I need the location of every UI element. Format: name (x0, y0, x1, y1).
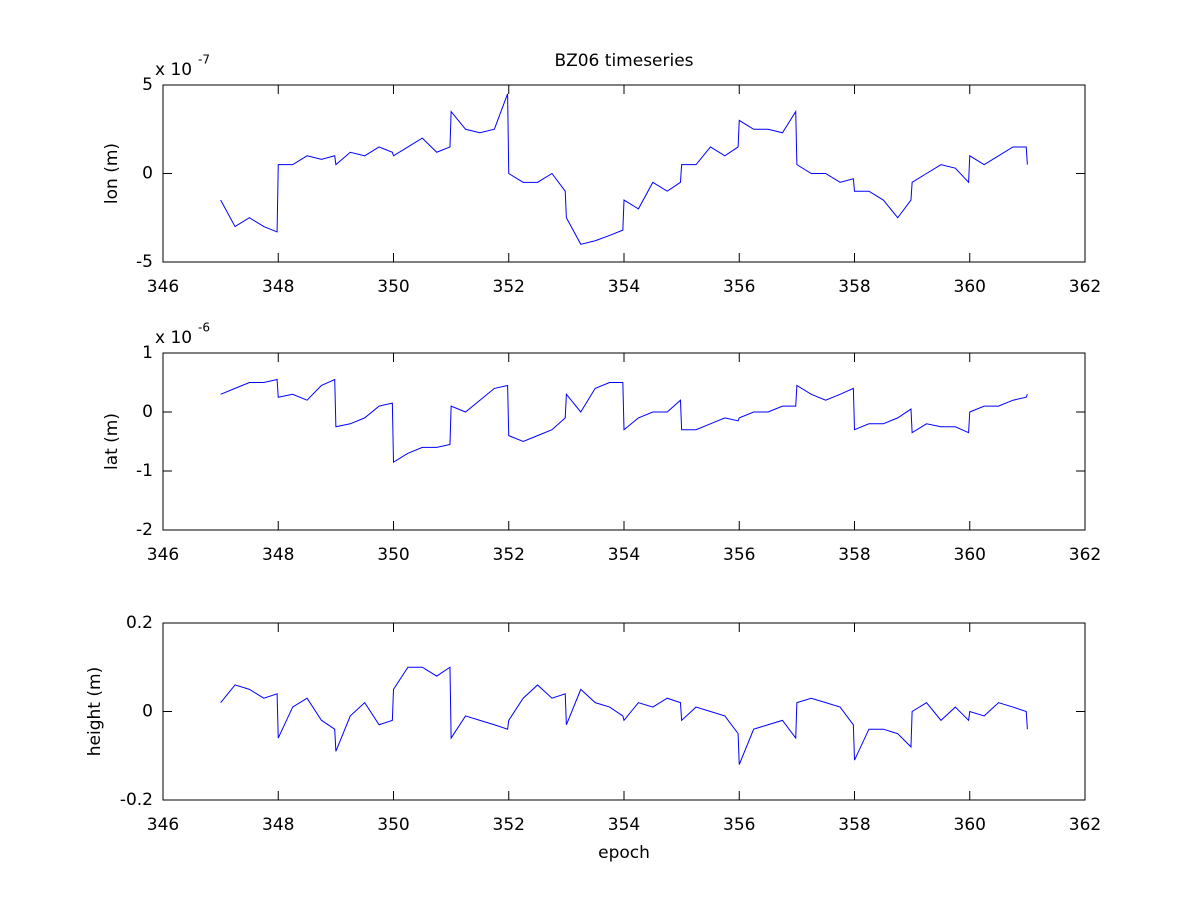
y-tick-label: 0 (142, 402, 153, 422)
y-tick-label: -5 (136, 252, 153, 272)
y-axis-label: lon (m) (102, 143, 122, 204)
x-tick-label: 348 (262, 815, 294, 835)
y-tick-label: 0 (142, 702, 153, 722)
x-tick-label: 360 (954, 815, 986, 835)
x-tick-label: 352 (493, 545, 525, 565)
y-axis-label: lat (m) (102, 413, 122, 470)
axes-background (163, 353, 1085, 530)
x-tick-label: 354 (608, 277, 640, 297)
x-axis-label: epoch (598, 843, 650, 863)
x-tick-label: 350 (377, 277, 409, 297)
chart-title: BZ06 timeseries (554, 51, 693, 71)
y-axis-label: height (m) (85, 667, 105, 756)
axes-background (163, 85, 1085, 262)
x-tick-label: 356 (723, 277, 755, 297)
axes-background (163, 623, 1085, 800)
y-tick-label: -0.2 (120, 790, 153, 810)
x-tick-label: 348 (262, 277, 294, 297)
x-tick-label: 346 (147, 277, 179, 297)
axis-exponent: -7 (198, 53, 210, 67)
x-tick-label: 356 (723, 545, 755, 565)
x-tick-label: 362 (1069, 815, 1101, 835)
data-line (220, 666, 1028, 765)
data-line (220, 93, 1028, 245)
y-tick-label: 0.2 (126, 613, 153, 633)
x-tick-label: 346 (147, 545, 179, 565)
x-tick-label: 348 (262, 545, 294, 565)
axis-exponent: -6 (198, 321, 210, 335)
y-tick-label: -2 (136, 520, 153, 540)
x-tick-label: 354 (608, 545, 640, 565)
x-tick-label: 352 (493, 277, 525, 297)
y-tick-label: -1 (136, 461, 153, 481)
x-tick-label: 358 (838, 545, 870, 565)
y-tick-label: 1 (142, 343, 153, 363)
axis-multiplier: x 10 (155, 328, 192, 348)
axis-multiplier: x 10 (155, 60, 192, 80)
x-tick-label: 360 (954, 277, 986, 297)
x-tick-label: 346 (147, 815, 179, 835)
data-line (220, 378, 1028, 464)
x-tick-label: 358 (838, 815, 870, 835)
x-tick-label: 350 (377, 545, 409, 565)
x-tick-label: 354 (608, 815, 640, 835)
x-tick-label: 362 (1069, 277, 1101, 297)
y-tick-label: 0 (142, 164, 153, 184)
x-tick-label: 352 (493, 815, 525, 835)
x-tick-label: 350 (377, 815, 409, 835)
x-tick-label: 358 (838, 277, 870, 297)
x-tick-label: 360 (954, 545, 986, 565)
x-tick-label: 362 (1069, 545, 1101, 565)
y-tick-label: 5 (142, 75, 153, 95)
x-tick-label: 356 (723, 815, 755, 835)
